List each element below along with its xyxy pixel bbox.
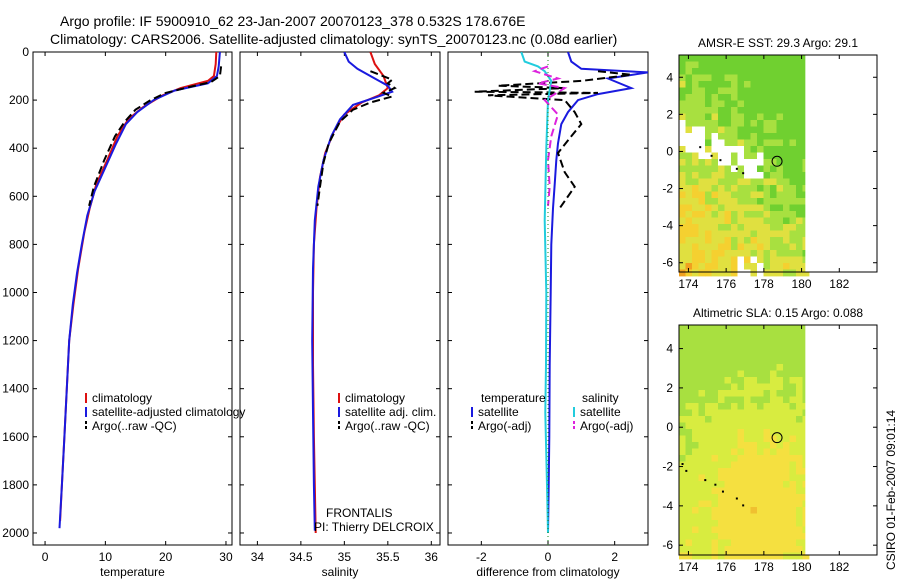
y-tick-label: -4 <box>662 499 673 513</box>
y-tick-label: 4 <box>666 70 673 84</box>
legend-label: satellite <box>580 405 621 419</box>
y-tick-label: 1800 <box>2 478 29 492</box>
annotation-pi: PI: Thierry DELCROIX <box>314 520 434 534</box>
title-line2: Climatology: CARS2006. Satellite-adjuste… <box>50 31 617 47</box>
y-tick-label: 2 <box>666 107 673 121</box>
x-tick-label: 180 <box>792 560 812 574</box>
y-tick-label: 4 <box>666 342 673 356</box>
x-tick-label: 174 <box>678 277 698 291</box>
x-tick-label: -2 <box>476 550 487 564</box>
legend-label: Argo(..raw -QC) <box>92 419 177 433</box>
y-tick-label: 600 <box>9 189 29 203</box>
x-tick-label: 2 <box>611 550 618 564</box>
y-tick-label: 2 <box>666 381 673 395</box>
x-axis-label: salinity <box>322 565 359 579</box>
x-tick-label: 176 <box>716 560 736 574</box>
y-tick-label: -2 <box>662 182 673 196</box>
y-tick-label: 0 <box>22 45 29 59</box>
footer-stamp: CSIRO 01-Feb-2007 09:01:14 <box>884 409 898 570</box>
legend-label: climatology <box>345 391 405 405</box>
difference-legend: temperature salinitysatelliteArgo(-adj)sa… <box>471 52 633 545</box>
panel-salinity: 34 34.5 35 35.5 36 salinity <box>239 51 441 579</box>
legend-label: climatology <box>92 391 152 405</box>
series-line <box>520 52 553 534</box>
y-tick-label: 2000 <box>2 526 29 540</box>
title-line1: Argo profile: IF 5900910_62 23-Jan-2007 … <box>60 13 526 29</box>
legend-label: satellite adj. clim. <box>345 405 436 419</box>
series-line <box>316 70 397 207</box>
x-tick-label: 0 <box>545 550 552 564</box>
x-tick-label: 178 <box>754 277 774 291</box>
x-tick-label: 36 <box>425 550 439 564</box>
y-tick-label: -6 <box>662 538 673 552</box>
x-tick-label: 35 <box>338 550 352 564</box>
argo-marker <box>771 432 783 444</box>
x-tick-label: 180 <box>792 277 812 291</box>
map-frame <box>678 324 878 556</box>
legend-title: salinity <box>582 391 619 405</box>
argo-marker <box>771 155 783 167</box>
x-tick-label: 0 <box>42 550 49 564</box>
series-line <box>312 52 389 534</box>
series-line <box>547 52 648 534</box>
y-tick-label: 1600 <box>2 430 29 444</box>
map-title: Altimetric SLA: 0.15 Argo: 0.088 <box>693 306 863 320</box>
x-tick-label: 34 <box>251 550 265 564</box>
x-tick-label: 182 <box>829 560 849 574</box>
x-tick-label: 34.5 <box>289 550 313 564</box>
legend-label: Argo(-adj) <box>580 419 633 433</box>
axes-frame <box>239 51 441 546</box>
y-tick-label: 400 <box>9 141 29 155</box>
y-tick-label: 1000 <box>2 285 29 299</box>
y-tick-label: -2 <box>662 460 673 474</box>
x-tick-label: 182 <box>829 277 849 291</box>
legend-label: Argo(..raw -QC) <box>345 419 430 433</box>
y-tick-label: 1400 <box>2 382 29 396</box>
series-line <box>58 52 221 529</box>
legend-label: Argo(-adj) <box>478 419 531 433</box>
legend-label: satellite <box>478 405 519 419</box>
annotation-program: FRONTALIS <box>326 506 392 520</box>
y-tick-label: 0 <box>666 420 673 434</box>
x-tick-label: 174 <box>678 560 698 574</box>
legend-label: satellite-adjusted climatology <box>92 405 245 419</box>
y-tick-label: 800 <box>9 237 29 251</box>
x-tick-label: 176 <box>716 277 736 291</box>
y-tick-label: 1200 <box>2 334 29 348</box>
x-tick-label: 35.5 <box>376 550 400 564</box>
map-sla_map: 174 176 178 180 182 -6 -4 -2 0 2 4 Altimetric SLA: … <box>662 306 878 574</box>
series-line <box>311 52 394 531</box>
map-sst_map: 174 176 178 180 182 -6 -4 -2 0 2 4 AMSR-E SST: 29.3… <box>662 36 878 291</box>
series-line <box>59 52 218 522</box>
y-tick-label: -6 <box>662 256 673 270</box>
map-frame <box>678 54 878 273</box>
series-line <box>88 66 223 207</box>
x-axis-label: temperature <box>100 565 165 579</box>
y-tick-label: 200 <box>9 93 29 107</box>
x-tick-label: 178 <box>754 560 774 574</box>
map-title: AMSR-E SST: 29.3 Argo: 29.1 <box>698 36 858 50</box>
series-line <box>474 70 632 212</box>
x-tick-label: 10 <box>99 550 113 564</box>
x-tick-label: 30 <box>219 550 233 564</box>
panel-temperature: 0 200 400 600 800 1000 1200 1400 1600 1800 2000 0 10… <box>2 45 233 579</box>
axes-frame <box>32 51 233 546</box>
x-axis-label: difference from climatology <box>476 565 619 579</box>
x-tick-label: 20 <box>159 550 173 564</box>
series-line <box>531 65 568 206</box>
y-tick-label: -4 <box>662 219 673 233</box>
y-tick-label: 0 <box>666 144 673 158</box>
legend-title: temperature <box>481 391 546 405</box>
